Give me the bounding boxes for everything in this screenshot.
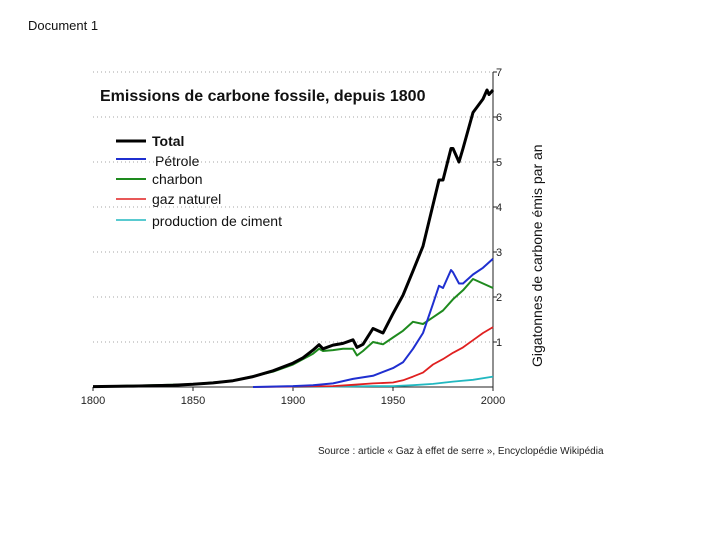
legend-label-ciment: production de ciment [152, 213, 282, 229]
x-tick-label: 1900 [281, 395, 305, 407]
y-tick-label: 2 [496, 292, 502, 304]
y-tick-label: 4 [496, 202, 502, 214]
legend-label-petrole: Pétrole [155, 153, 200, 169]
y-tick-label: 6 [496, 112, 502, 124]
x-tick-label: 2000 [481, 395, 505, 407]
series-line-gaz [252, 326, 494, 388]
series-line-petrole [252, 258, 494, 388]
series-line-charbon [92, 278, 494, 388]
legend-label-total: Total [152, 133, 184, 149]
legend-label-charbon: charbon [152, 171, 203, 187]
y-axis-label: Gigatonnes de carbone émis par an [529, 144, 545, 367]
y-tick-label: 3 [496, 247, 502, 259]
chart-title: Emissions de carbone fossile, depuis 180… [100, 88, 426, 105]
y-tick-label: 7 [496, 67, 502, 79]
series-line-ciment [292, 375, 494, 388]
x-tick-label: 1800 [81, 395, 105, 407]
x-tick-label: 1950 [381, 395, 405, 407]
document-label: Document 1 [28, 18, 99, 33]
legend-label-gaz: gaz naturel [152, 191, 221, 207]
source-caption: Source : article « Gaz à effet de serre … [318, 446, 604, 457]
y-tick-label: 1 [496, 337, 502, 349]
y-tick-label: 5 [496, 157, 502, 169]
x-tick-label: 1850 [181, 395, 205, 407]
series-line-total [92, 88, 495, 389]
legend: Total Pétrole charbon gaz naturel produc… [116, 133, 282, 229]
